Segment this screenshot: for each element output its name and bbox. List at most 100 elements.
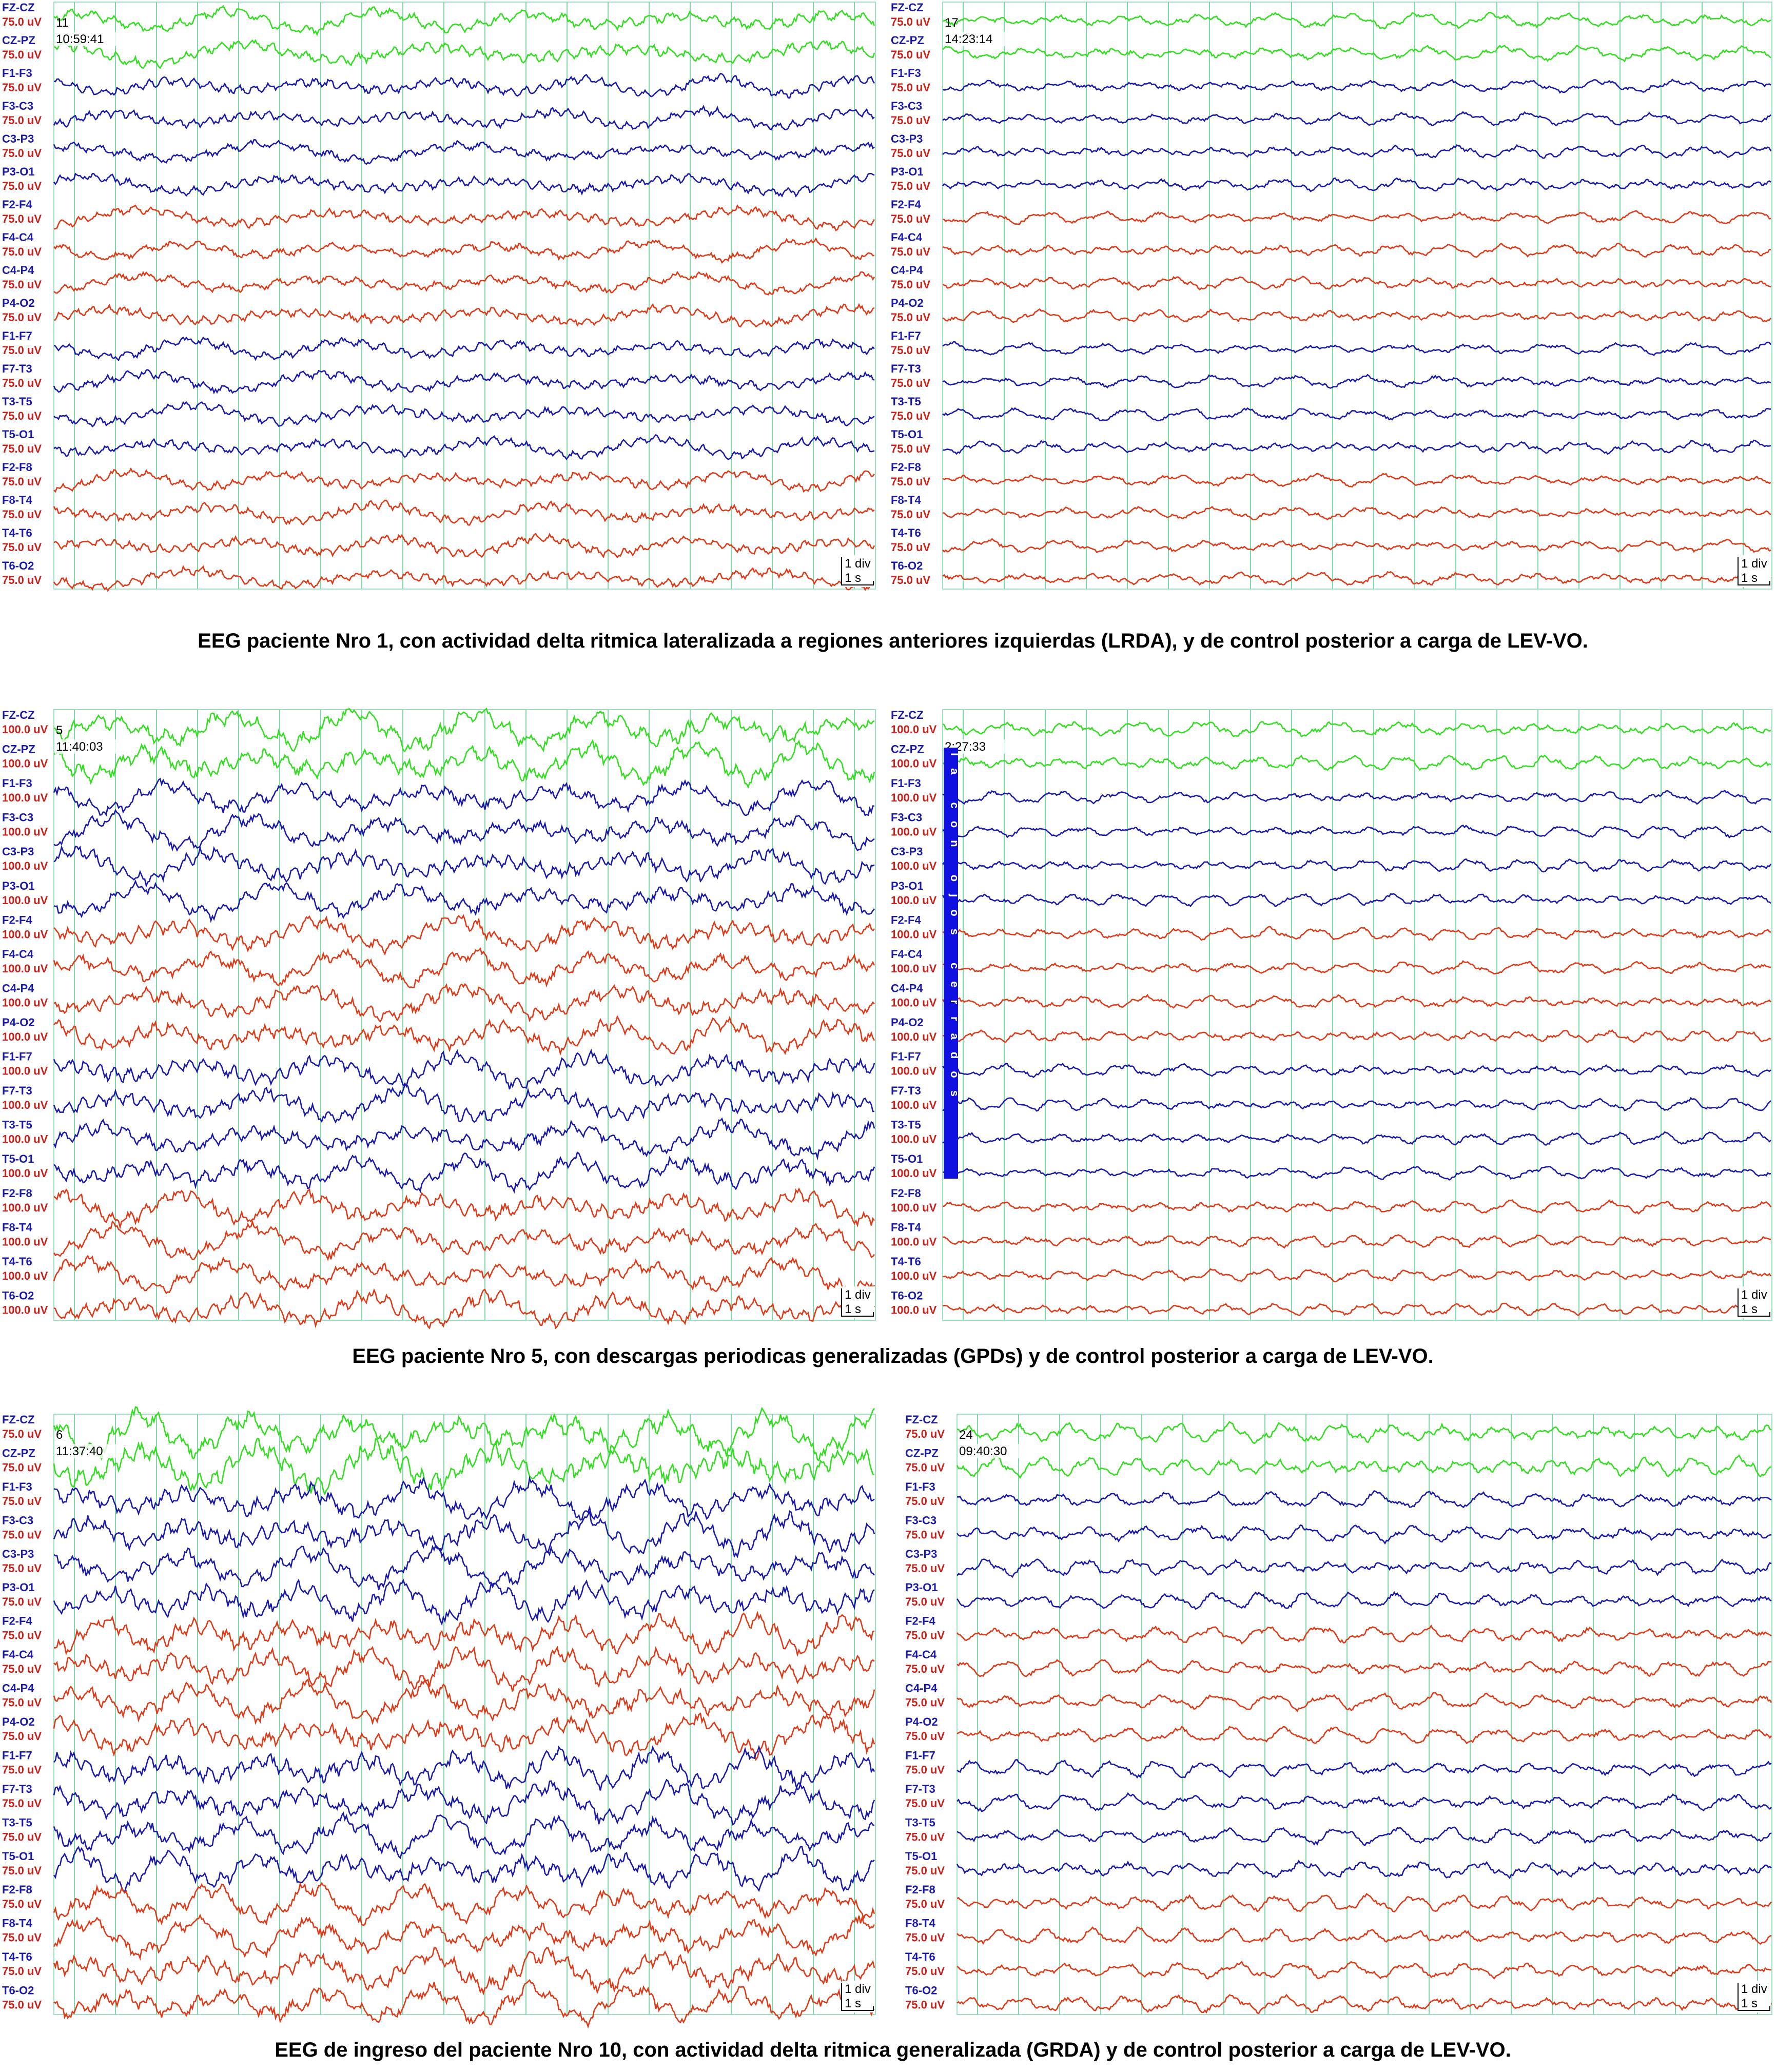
channel-label: F7-T3 — [2, 1783, 32, 1795]
scale-time: 1 s — [845, 1997, 861, 2010]
channel-sensitivity: 75.0 uV — [2, 1898, 42, 1910]
channel-label: P3-O1 — [2, 879, 35, 892]
channel-label: C4-P4 — [2, 982, 34, 994]
time-bg — [958, 1444, 1020, 1458]
eeg-trace — [942, 858, 1772, 873]
channel-sensitivity: 100.0 uV — [891, 1065, 937, 1078]
channel-sensitivity: 100.0 uV — [891, 962, 937, 975]
channel-sensitivity: 75.0 uV — [2, 1528, 42, 1541]
eeg-trace — [957, 1692, 1772, 1712]
channel-sensitivity: 75.0 uV — [2, 1797, 42, 1810]
eeg-trace — [53, 1846, 875, 1893]
eeg-trace — [942, 1029, 1771, 1044]
channel-sensitivity: 75.0 uV — [891, 377, 930, 389]
channel-label: F7-T3 — [905, 1783, 935, 1795]
channel-sensitivity: 100.0 uV — [891, 791, 937, 804]
scale-time: 1 s — [1741, 1997, 1758, 2010]
trace-area — [957, 1414, 1772, 2015]
channel-sensitivity: 75.0 uV — [2, 1595, 42, 1608]
eeg-trace — [942, 473, 1771, 488]
channel-sensitivity: 75.0 uV — [2, 475, 42, 488]
eeg-trace — [942, 754, 1771, 771]
channel-label: C3-P3 — [891, 845, 923, 858]
time-bg — [944, 32, 1005, 46]
eeg-trace — [956, 1454, 1772, 1479]
channel-sensitivity: 75.0 uV — [905, 1528, 945, 1541]
channel-sensitivity: 75.0 uV — [891, 409, 930, 422]
channel-sensitivity: 75.0 uV — [2, 114, 42, 127]
eeg-trace — [53, 1220, 875, 1262]
channel-label: P3-O1 — [891, 165, 924, 178]
channel-sensitivity: 75.0 uV — [2, 1428, 42, 1440]
channel-sensitivity: 100.0 uV — [891, 894, 937, 907]
channel-sensitivity: 100.0 uV — [891, 757, 937, 770]
channel-sensitivity: 75.0 uV — [2, 212, 42, 225]
channel-label: F3-C3 — [2, 811, 33, 824]
channel-sensitivity: 100.0 uV — [2, 1133, 48, 1146]
channel-sensitivity: 75.0 uV — [905, 1629, 945, 1642]
scale-bracket — [1738, 557, 1770, 585]
channel-sensitivity: 100.0 uV — [891, 1235, 937, 1248]
channel-label: P4-O2 — [891, 297, 924, 309]
channel-label: P4-O2 — [891, 1016, 924, 1029]
channel-sensitivity: 75.0 uV — [2, 344, 42, 357]
channel-sensitivity: 75.0 uV — [2, 278, 42, 291]
channel-sensitivity: 75.0 uV — [2, 1461, 42, 1474]
eeg-trace — [53, 1255, 875, 1297]
channel-sensitivity: 100.0 uV — [2, 928, 48, 941]
channel-sensitivity: 75.0 uV — [905, 1797, 945, 1810]
channel-sensitivity: 75.0 uV — [891, 15, 930, 28]
channel-label: F2-F8 — [2, 1187, 32, 1200]
channel-label: F2-F4 — [2, 1615, 32, 1628]
eeg-trace — [942, 1165, 1771, 1181]
scale-time: 1 s — [845, 1302, 861, 1316]
scale-div: 1 div — [1741, 1288, 1767, 1302]
channel-sensitivity: 100.0 uV — [2, 859, 48, 872]
channel-sensitivity: 100.0 uV — [891, 1201, 937, 1214]
channel-sensitivity: 75.0 uV — [891, 81, 930, 94]
channel-sensitivity: 75.0 uV — [2, 442, 42, 455]
eeg-trace — [957, 1960, 1771, 1980]
channel-sensitivity: 75.0 uV — [2, 409, 42, 422]
annotation-bar — [944, 748, 958, 1179]
eeg-trace — [53, 1646, 875, 1692]
channel-sensitivity: 75.0 uV — [2, 574, 42, 587]
channel-sensitivity: 75.0 uV — [2, 1830, 42, 1843]
channel-label: T5-O1 — [2, 428, 34, 441]
eeg-trace — [53, 1510, 875, 1558]
caption: EEG paciente Nro 5, con descargas period… — [352, 1345, 1433, 1367]
channel-sensitivity: 75.0 uV — [891, 212, 930, 225]
eeg-trace — [53, 1979, 875, 2029]
channel-label: T4-T6 — [891, 526, 921, 539]
channel-label: F1-F3 — [2, 777, 32, 790]
eeg-trace — [956, 1591, 1772, 1610]
eeg-trace — [53, 1610, 875, 1657]
channel-sensitivity: 100.0 uV — [891, 1133, 937, 1146]
eeg-trace — [957, 1792, 1772, 1812]
channel-sensitivity: 75.0 uV — [905, 1663, 945, 1675]
channel-label: P4-O2 — [2, 297, 35, 309]
channel-sensitivity: 100.0 uV — [891, 1030, 937, 1043]
scale-bracket — [1738, 1983, 1770, 2011]
channel-label: P3-O1 — [891, 879, 924, 892]
channel-label: F3-C3 — [891, 811, 922, 824]
channel-label: C4-P4 — [905, 1682, 938, 1695]
channel-label: T4-T6 — [891, 1255, 921, 1268]
channel-label: F4-C4 — [2, 1648, 34, 1661]
channel-sensitivity: 75.0 uV — [891, 180, 930, 192]
channel-label: T5-O1 — [891, 428, 923, 441]
channel-sensitivity: 75.0 uV — [2, 541, 42, 554]
scale-bracket — [841, 1288, 874, 1317]
channel-sensitivity: 75.0 uV — [2, 311, 42, 324]
eeg-trace — [942, 177, 1771, 192]
channel-label: T6-O2 — [2, 1289, 34, 1302]
eeg-trace — [942, 1097, 1771, 1112]
eeg-trace — [53, 139, 875, 165]
eeg-trace — [53, 1475, 875, 1521]
time-bg — [55, 1444, 116, 1458]
channel-sensitivity: 75.0 uV — [905, 1595, 945, 1608]
channel-sensitivity: 100.0 uV — [2, 1201, 48, 1214]
